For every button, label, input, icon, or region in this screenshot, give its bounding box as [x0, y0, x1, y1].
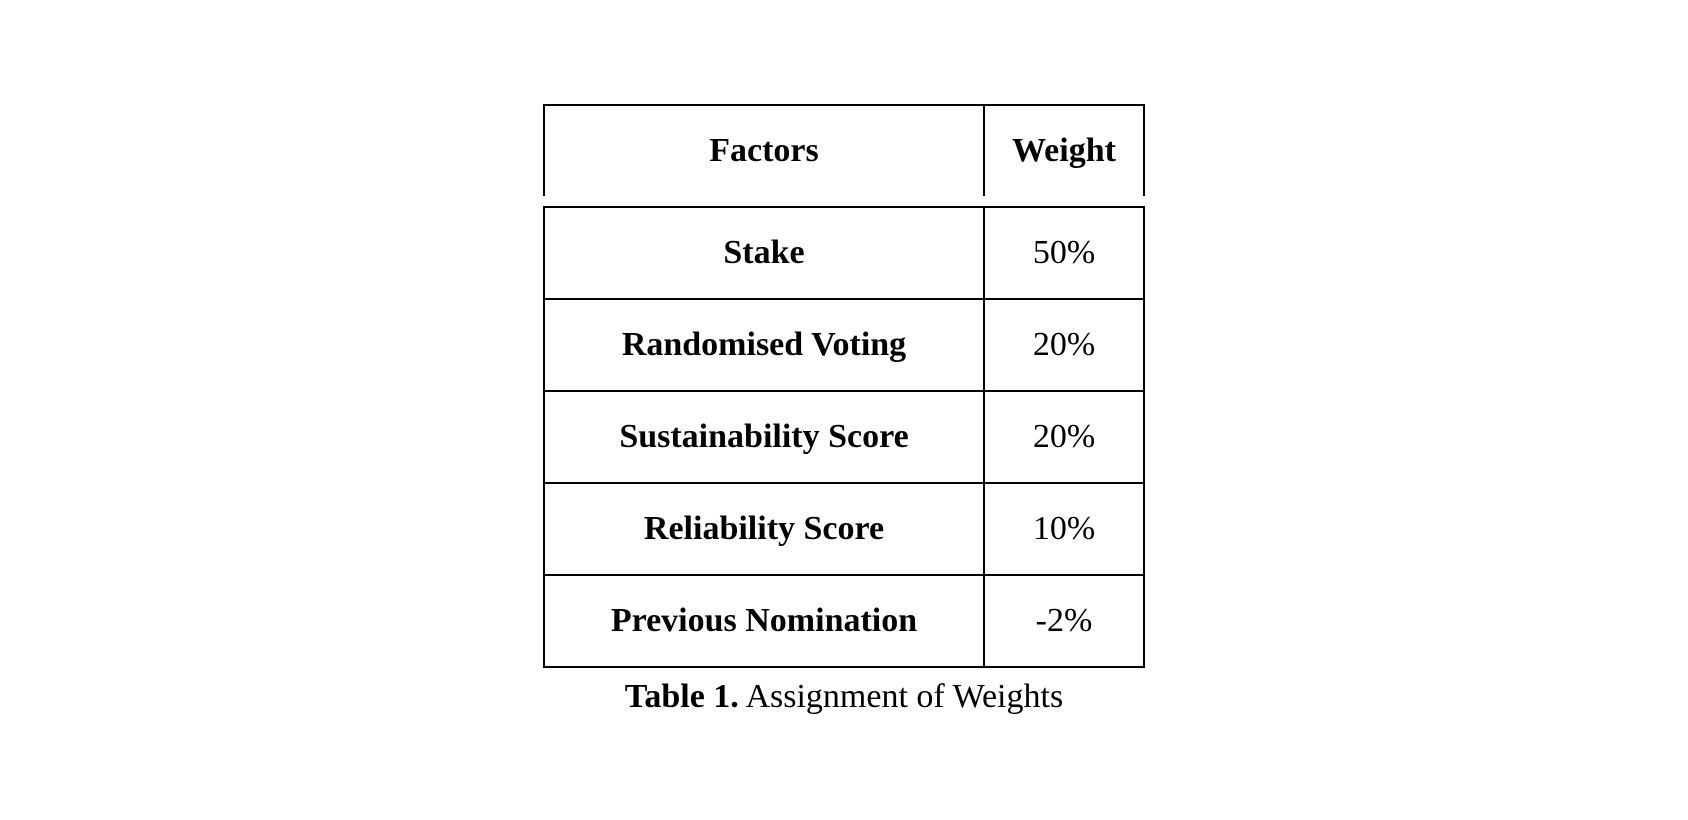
table-row: Sustainability Score 20%	[544, 391, 1144, 483]
factor-cell: Sustainability Score	[544, 391, 984, 483]
caption-text: Assignment of Weights	[745, 678, 1063, 715]
weight-cell: 20%	[984, 391, 1144, 483]
table-row: Randomised Voting 20%	[544, 299, 1144, 391]
table-container: Factors Weight Stake 50% Randomised Voti…	[543, 104, 1145, 716]
table-row: Stake 50%	[544, 207, 1144, 299]
header-body-gap	[544, 198, 1144, 207]
table-row: Reliability Score 10%	[544, 483, 1144, 575]
table-header: Factors Weight	[544, 105, 1144, 198]
weight-cell: -2%	[984, 575, 1144, 667]
weight-cell: 20%	[984, 299, 1144, 391]
table-row: Previous Nomination -2%	[544, 575, 1144, 667]
weight-cell: 50%	[984, 207, 1144, 299]
factor-cell: Reliability Score	[544, 483, 984, 575]
header-row: Factors Weight	[544, 105, 1144, 198]
table-caption: Table 1. Assignment of Weights	[625, 678, 1063, 716]
weight-cell: 10%	[984, 483, 1144, 575]
weights-table: Factors Weight Stake 50% Randomised Voti…	[543, 104, 1145, 668]
header-weight: Weight	[984, 105, 1144, 198]
factor-cell: Stake	[544, 207, 984, 299]
table-body: Stake 50% Randomised Voting 20% Sustaina…	[544, 198, 1144, 667]
header-factors: Factors	[544, 105, 984, 198]
caption-label: Table 1.	[625, 678, 739, 715]
factor-cell: Previous Nomination	[544, 575, 984, 667]
factor-cell: Randomised Voting	[544, 299, 984, 391]
